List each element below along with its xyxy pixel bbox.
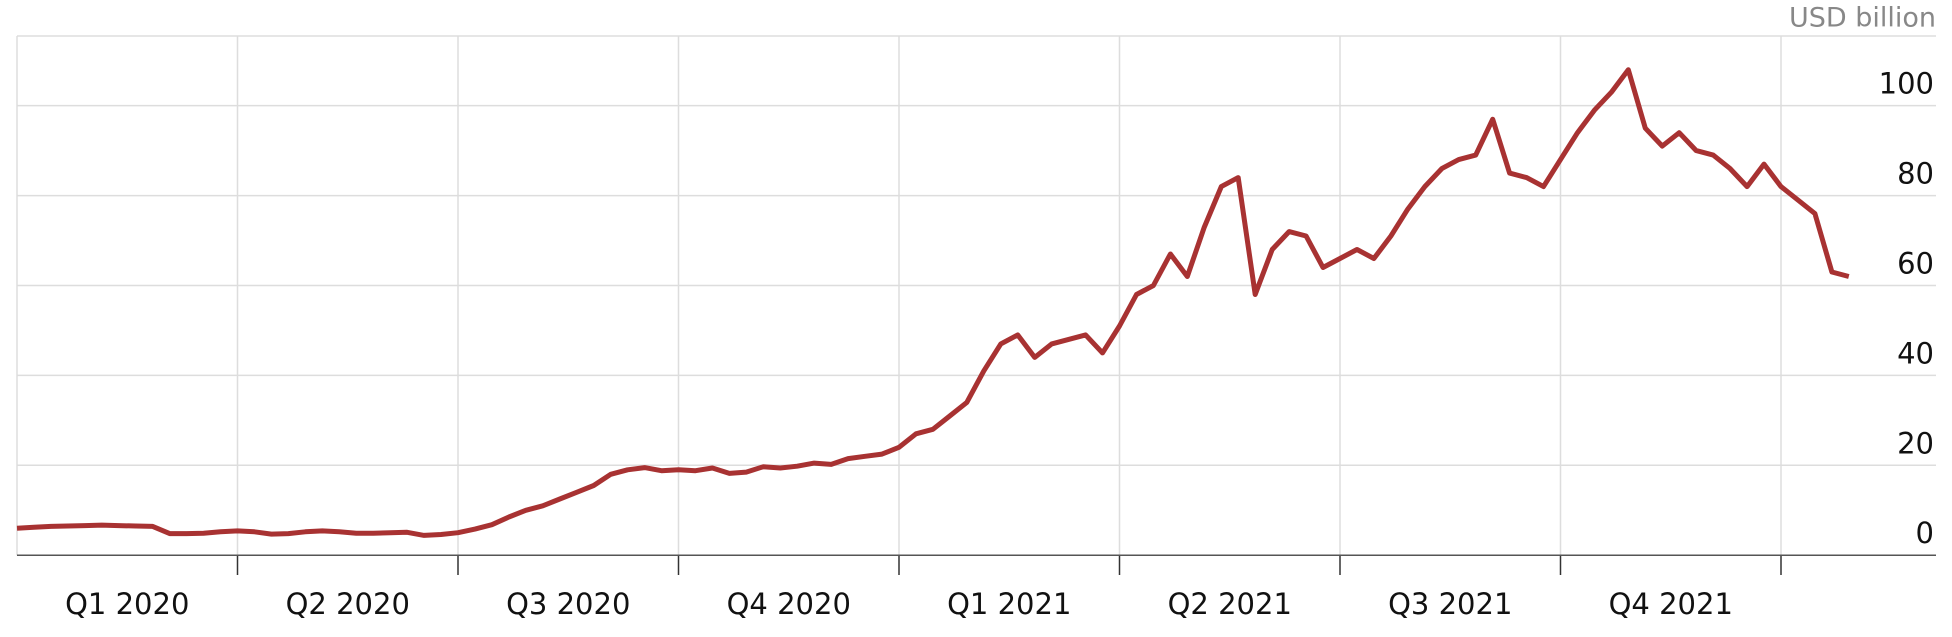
y-tick-label: 20 [1897,426,1934,460]
y-tick-label: 80 [1897,157,1934,191]
y-tick-label: 0 [1916,516,1934,550]
x-tick-label: Q1 2020 [65,587,189,621]
x-tick-label: Q3 2021 [1388,587,1512,621]
x-tick-label: Q2 2021 [1168,587,1292,621]
data-line [16,67,1850,538]
x-tick-label: Q4 2021 [1609,587,1733,621]
y-tick-label: 60 [1897,246,1934,280]
x-tick-label: Q3 2020 [506,587,630,621]
y-tick-label: 40 [1897,336,1934,370]
x-tick-label: Q2 2020 [286,587,410,621]
y-tick-label: 100 [1879,67,1934,101]
x-tick-label: Q1 2021 [947,587,1071,621]
x-tick-label: Q4 2020 [727,587,851,621]
unit-label: USD billion [1789,3,1936,34]
